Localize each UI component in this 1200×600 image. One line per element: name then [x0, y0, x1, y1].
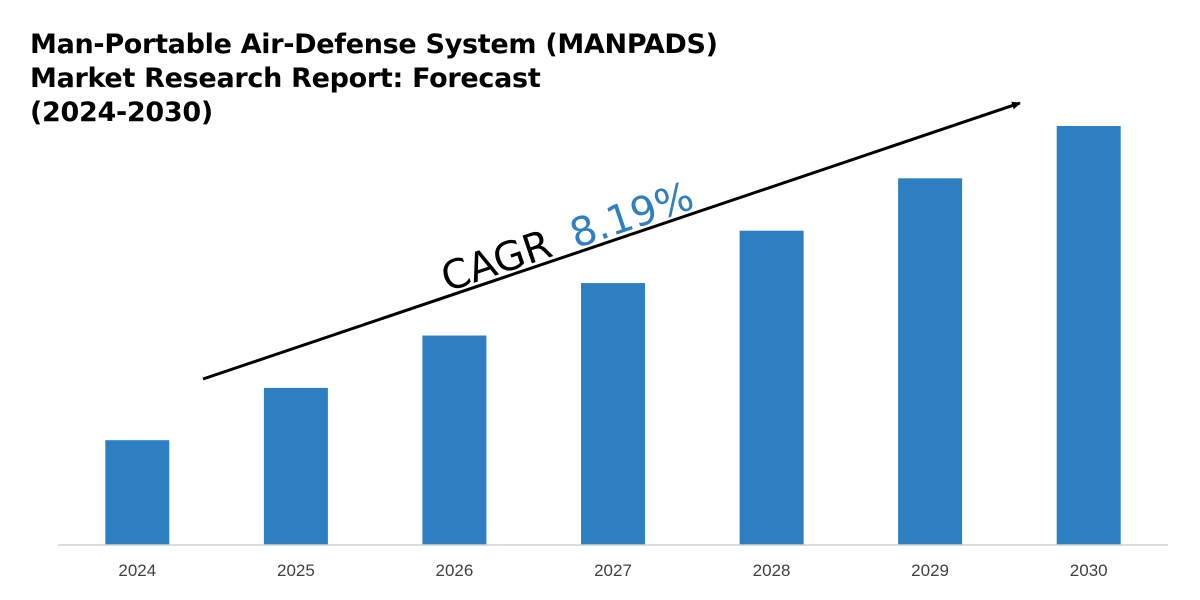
bar-2027 [581, 283, 645, 545]
chart-title: Man-Portable Air-Defense System (MANPADS… [30, 28, 718, 130]
cagr-annotation: CAGR 8.19% [435, 174, 699, 302]
x-tick-label-2028: 2028 [753, 561, 791, 580]
bar-2029 [898, 178, 963, 546]
x-axis-ticks: 2024 2025 2026 2027 2028 2029 2030 [118, 561, 1107, 580]
bar-series [105, 126, 1121, 546]
cagr-label: CAGR [435, 222, 557, 302]
x-tick-label-2029: 2029 [911, 561, 949, 580]
chart-title-line-3: (2024-2030) [30, 97, 213, 128]
bar-2030 [1056, 126, 1121, 545]
cagr-value: 8.19% [564, 174, 699, 258]
x-tick-label-2027: 2027 [594, 561, 632, 580]
bar-2026 [422, 335, 487, 545]
x-tick-label-2025: 2025 [277, 561, 315, 580]
bar-2024 [105, 440, 170, 545]
x-tick-label-2024: 2024 [118, 561, 156, 580]
x-tick-label-2030: 2030 [1070, 561, 1108, 580]
chart-title-line-1: Man-Portable Air-Defense System (MANPADS… [30, 29, 718, 60]
x-tick-label-2026: 2026 [435, 561, 473, 580]
bar-2028 [739, 230, 804, 545]
bar-2025 [263, 387, 328, 545]
trend-arrow [202, 101, 1021, 381]
chart-title-line-2: Market Research Report: Forecast [30, 63, 541, 94]
